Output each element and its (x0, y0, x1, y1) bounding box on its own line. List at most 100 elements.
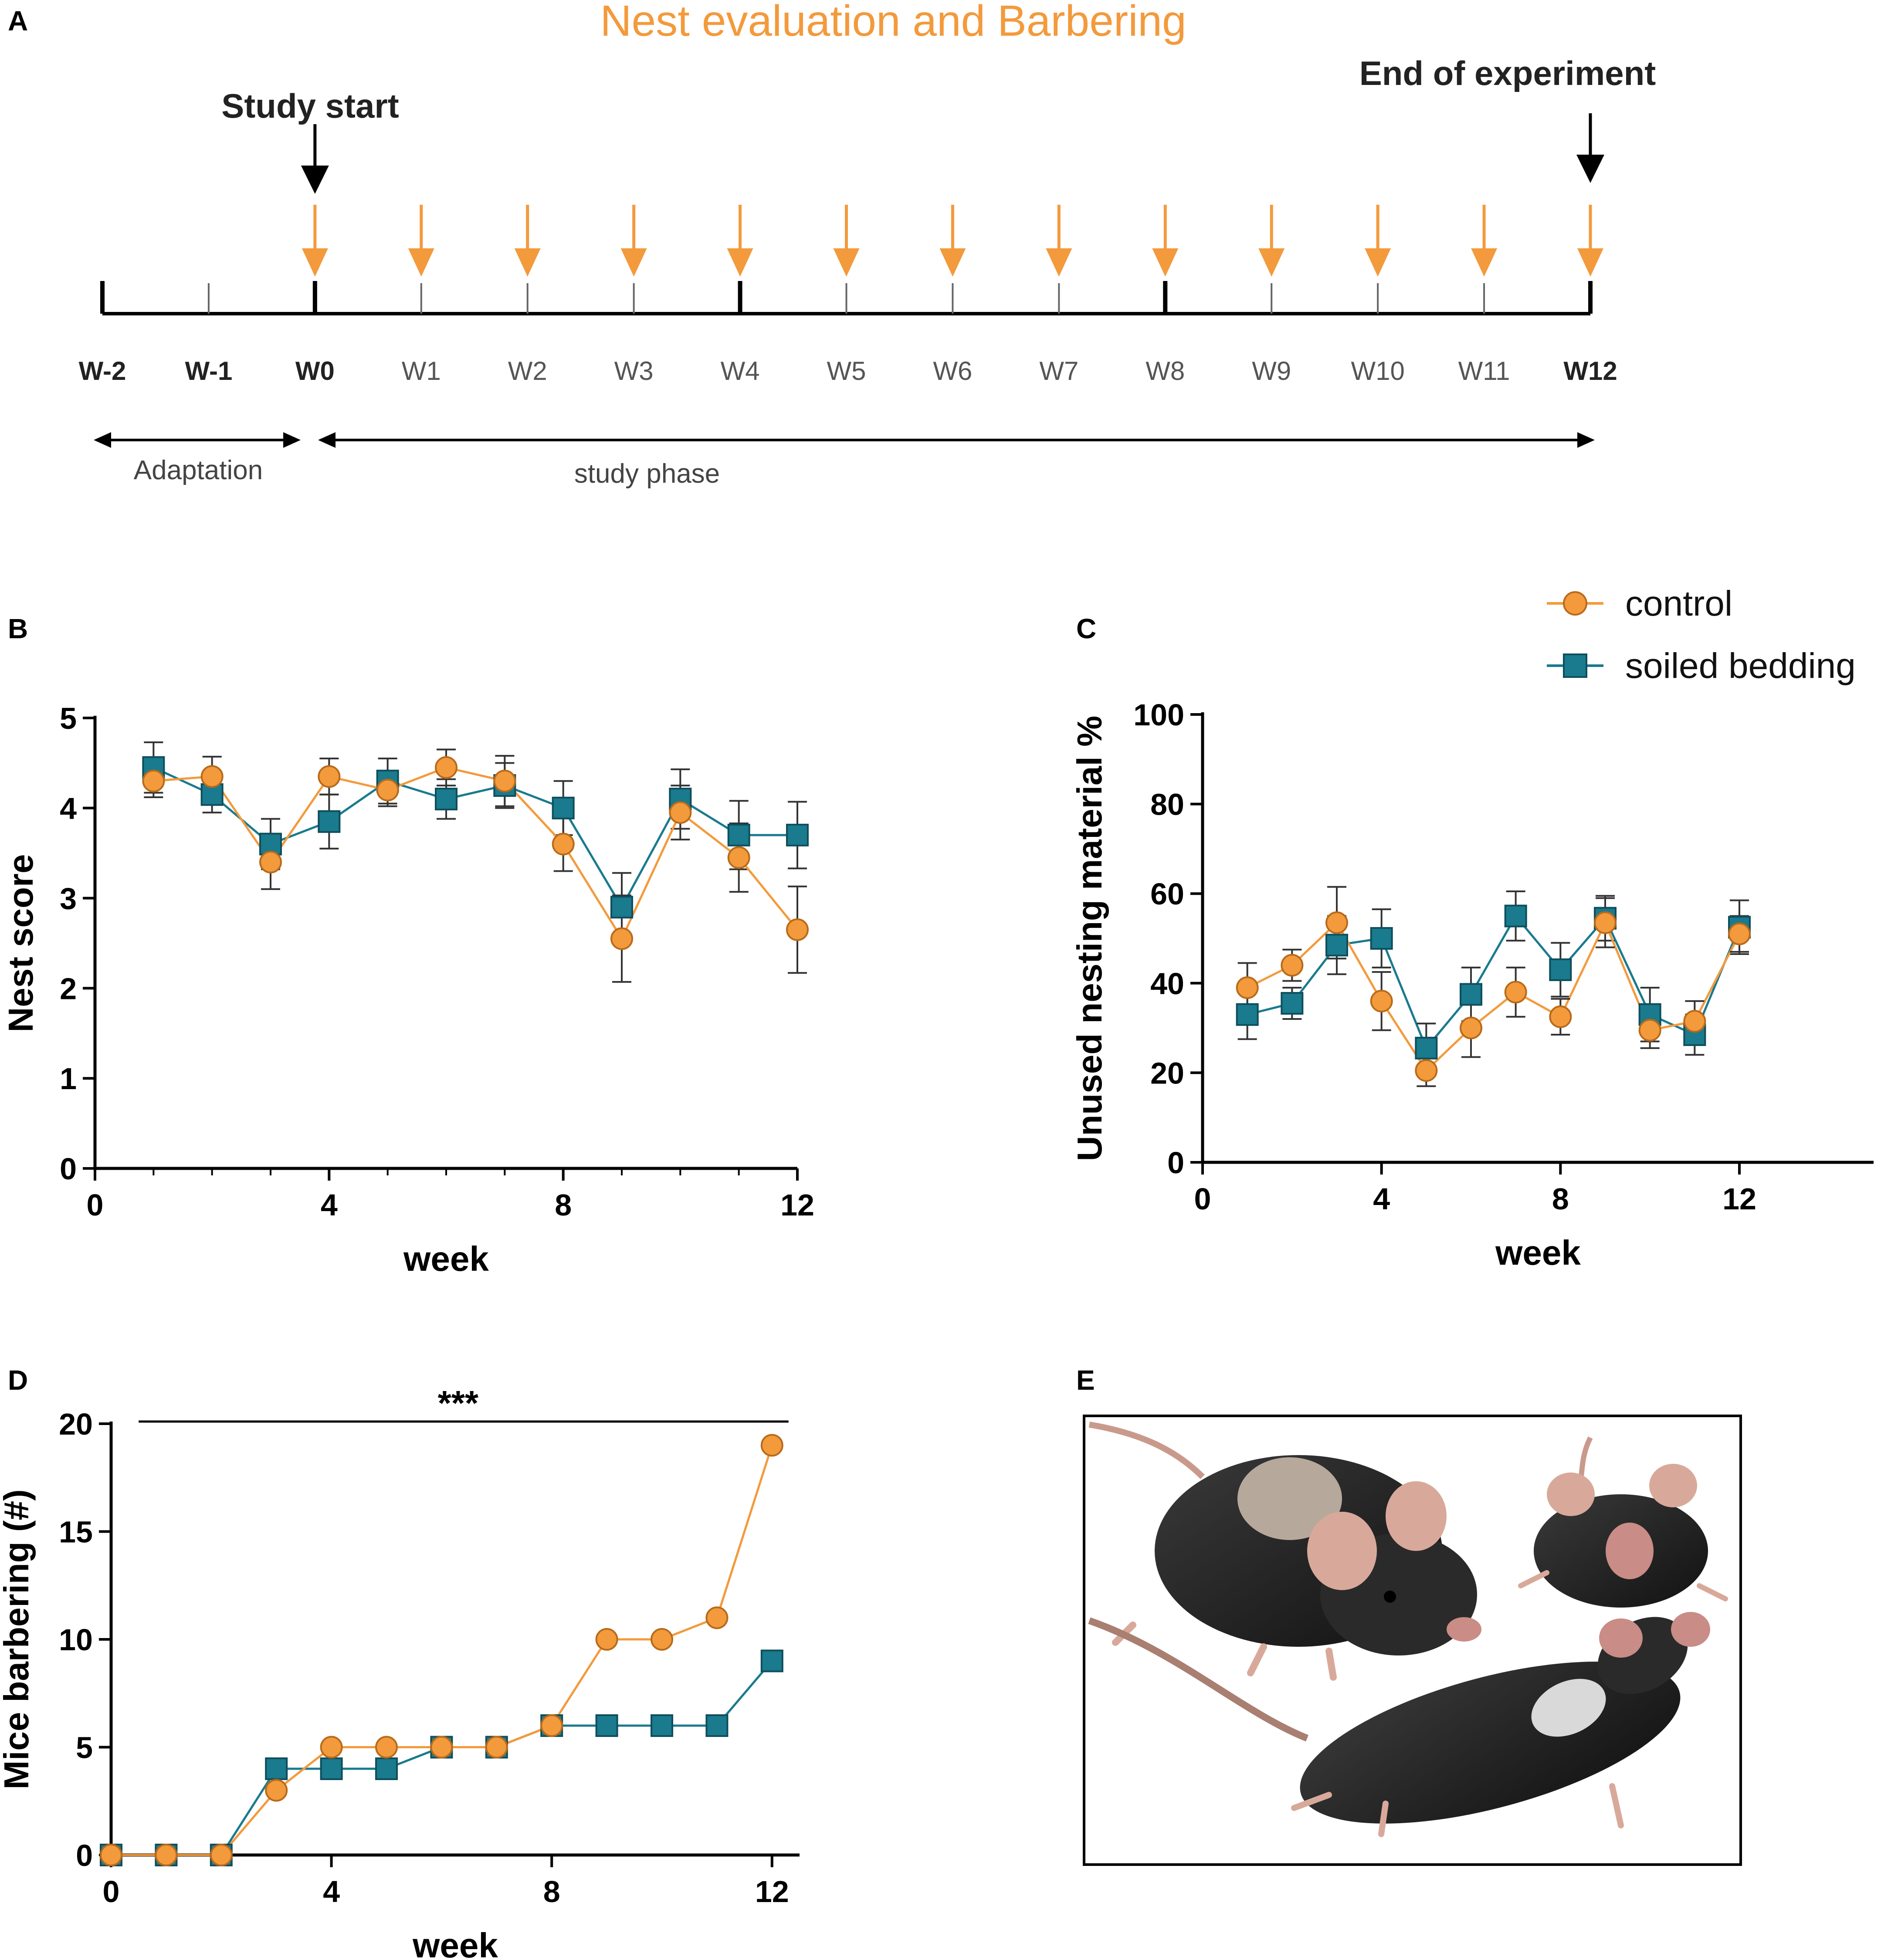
timeline-week-label: W1 (402, 356, 441, 386)
data-point-control (100, 1844, 122, 1866)
measure-arrow-head (620, 248, 647, 277)
data-point-soiled (552, 796, 575, 819)
timeline-week-label: W5 (827, 356, 866, 386)
data-point-soiled (786, 823, 809, 846)
data-point-control (1638, 1019, 1661, 1042)
data-point-control (259, 850, 282, 873)
y-tick-label: 20 (1150, 1056, 1184, 1090)
data-point-control (493, 769, 516, 792)
study-phase-arrow-left-head (318, 432, 336, 448)
study-phase-arrow-right-head (1577, 432, 1595, 448)
y-tick-label: 5 (60, 701, 77, 735)
legend-control-label: control (1625, 584, 1732, 623)
data-point-control (142, 769, 165, 792)
data-point-control (595, 1628, 618, 1651)
end-of-experiment-label: End of experiment (1359, 54, 1656, 92)
data-point-control (760, 1434, 783, 1457)
study-start-label: Study start (221, 87, 399, 125)
measure-arrow-head (939, 248, 966, 277)
data-point-control (540, 1714, 563, 1737)
data-point-soiled (727, 823, 750, 846)
y-tick-label: 0 (1167, 1146, 1184, 1180)
timeline-week-label: W10 (1351, 356, 1404, 386)
timeline-week-label: W6 (933, 356, 972, 386)
timeline-week-label: W8 (1146, 356, 1185, 386)
timeline-week-label: W11 (1458, 356, 1510, 386)
data-point-control (552, 833, 575, 856)
data-point-control (376, 779, 399, 802)
measure-arrow-head (833, 248, 860, 277)
timeline: W-2 W-1 W0 W1 W2 W3 W4 W5 W6 W7 W8 W9 W10 W11 W12 Adapt… (79, 113, 1617, 489)
measure-arrow-head (408, 248, 434, 277)
x-tick-label: 4 (321, 1188, 338, 1222)
series-line-soiled (1247, 914, 1741, 1050)
data-point-control (1281, 954, 1304, 977)
y-tick-label: 15 (59, 1515, 93, 1549)
study-start-arrow-head (301, 166, 329, 194)
x-tick-label: 0 (87, 1188, 104, 1222)
data-point-control (155, 1844, 178, 1866)
data-point-soiled (705, 1714, 729, 1737)
data-point-soiled (435, 788, 458, 811)
measure-arrow-head (1577, 248, 1603, 277)
measure-arrow-head (514, 248, 541, 277)
y-axis-title: Unused nesting material % (1070, 716, 1109, 1161)
adaptation-arrow-left-head (94, 432, 111, 448)
data-point-soiled (610, 896, 633, 919)
data-point-soiled (1415, 1036, 1438, 1060)
end-arrow-head (1576, 155, 1604, 183)
panel-label-a: A (8, 5, 28, 37)
data-point-soiled (1460, 983, 1482, 1006)
data-point-control (1728, 922, 1751, 945)
adaptation-label: Adaptation (134, 455, 263, 485)
study-phase-label: study phase (574, 459, 720, 489)
y-axis-title: Nest score (1, 854, 40, 1032)
measure-arrow-head (302, 248, 328, 277)
x-tick-label: 4 (1373, 1182, 1390, 1216)
timeline-title: Nest evaluation and Barbering (600, 0, 1186, 45)
x-tick-label: 8 (555, 1188, 572, 1222)
data-point-control (1594, 911, 1617, 934)
measure-arrow-head (727, 248, 753, 277)
timeline-week-label: W2 (508, 356, 547, 386)
data-point-control (210, 1844, 233, 1866)
x-tick-label: 8 (543, 1875, 560, 1909)
x-axis-title: week (403, 1239, 489, 1278)
data-point-control (435, 756, 458, 779)
data-point-soiled (760, 1649, 783, 1672)
data-point-soiled (1549, 958, 1572, 981)
timeline-week-label: W7 (1039, 356, 1078, 386)
data-point-soiled (1370, 927, 1393, 950)
panel-label-c: C (1076, 613, 1096, 644)
y-tick-label: 10 (59, 1623, 93, 1657)
adaptation-arrow-right-head (283, 432, 301, 448)
data-point-control (265, 1779, 288, 1802)
data-point-control (1549, 1005, 1572, 1028)
timeline-week-label: W9 (1252, 356, 1291, 386)
legend-control-marker (1563, 591, 1587, 616)
x-tick-label: 0 (1194, 1182, 1211, 1216)
panel-e: E (1076, 1364, 1742, 1866)
data-point-control (1415, 1059, 1438, 1082)
panel-label-b: B (8, 613, 28, 644)
timeline-week-label: W-1 (185, 356, 233, 386)
measure-arrow-head (1258, 248, 1285, 277)
data-point-control (1236, 976, 1259, 999)
measure-arrow-head (1365, 248, 1391, 277)
timeline-week-label: W12 (1563, 356, 1617, 386)
y-tick-label: 0 (60, 1152, 77, 1186)
y-tick-label: 1 (60, 1062, 77, 1096)
x-tick-label: 8 (1552, 1182, 1569, 1216)
data-point-control (610, 927, 633, 950)
y-tick-label: 60 (1150, 877, 1184, 911)
x-tick-label: 12 (1722, 1182, 1756, 1216)
x-axis-title: week (1495, 1233, 1581, 1272)
panel-label-e: E (1076, 1364, 1095, 1396)
legend: control soiled bedding (1547, 584, 1856, 686)
data-point-control (320, 1736, 343, 1759)
data-point-control (485, 1736, 508, 1759)
legend-soiled-marker (1563, 653, 1587, 678)
data-point-control (375, 1736, 398, 1759)
